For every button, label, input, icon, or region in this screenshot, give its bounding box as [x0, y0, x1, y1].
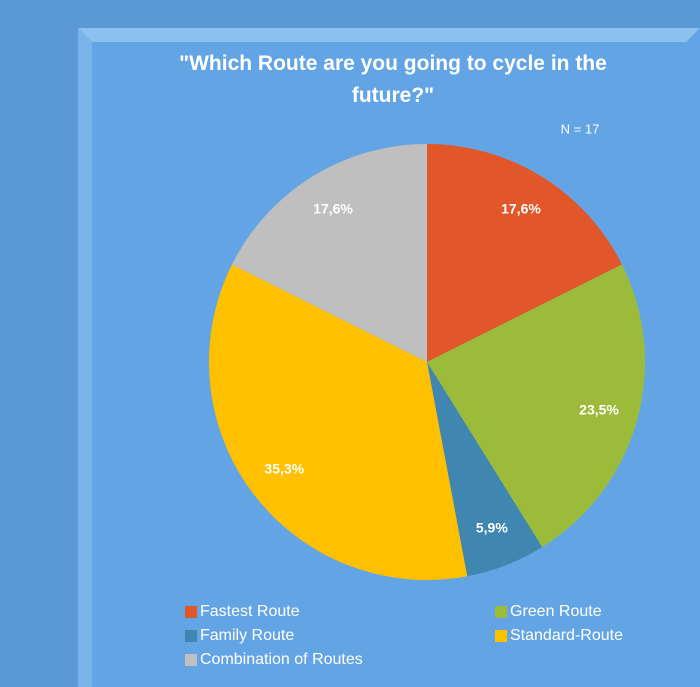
- pie-slice: [232, 143, 427, 362]
- data-label: 5,9%: [476, 519, 508, 535]
- data-label: 23,5%: [579, 401, 619, 417]
- legend-label: Fastest Route: [200, 603, 300, 620]
- bevel-left: [78, 28, 92, 687]
- legend-label: Standard-Route: [510, 627, 623, 644]
- pie-slice: [208, 264, 468, 580]
- legend-swatch: [495, 630, 507, 642]
- annotation: N = 17: [561, 121, 600, 136]
- chart-title: "Which Route are you going to cycle in t…: [179, 52, 607, 107]
- legend-swatch: [185, 630, 197, 642]
- legend-label: Combination of Routes: [200, 651, 363, 668]
- pie-slice: [427, 144, 622, 362]
- legend-swatch: [185, 654, 197, 666]
- data-label: 35,3%: [264, 460, 304, 476]
- bevel-top: [78, 28, 700, 42]
- legend-swatch: [495, 606, 507, 618]
- legend-swatch: [185, 606, 197, 618]
- legend-label: Green Route: [510, 603, 602, 620]
- data-label: 17,6%: [501, 201, 541, 217]
- data-label: 17,6%: [313, 201, 353, 217]
- pie-slice: [427, 264, 645, 548]
- legend-label: Family Route: [200, 627, 294, 644]
- pie-slice: [427, 362, 543, 577]
